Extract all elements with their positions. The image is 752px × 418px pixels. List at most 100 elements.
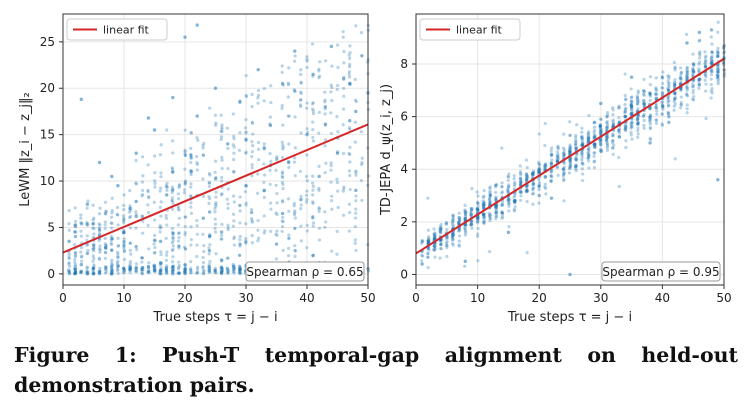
cloud-point [629,99,633,103]
cloud-point [574,165,578,169]
cloud-point [660,100,664,104]
cloud-point [226,268,230,273]
cloud-point [635,115,640,120]
cloud-point [611,118,615,122]
scatter-point [244,183,248,188]
cloud-point [506,178,510,183]
cloud-point [232,264,236,268]
cloud-point [463,209,468,213]
cloud-point [427,240,431,244]
cloud-point [488,213,492,217]
cloud-point [660,86,665,90]
cloud-point [550,168,554,173]
cloud-point [202,269,206,273]
cloud-point [463,226,467,230]
cloud-point [85,243,89,247]
cloud-point [140,268,144,272]
cloud-point [189,266,193,270]
cloud-point [450,236,454,240]
cloud-point [244,222,248,226]
y-axis-label: TD-JEPA d_ψ(z_i, z_j) [379,84,394,216]
cloud-point [457,221,461,225]
cloud-point [709,89,714,93]
cloud-point [673,92,677,96]
cloud-point [348,160,352,164]
cloud-point [348,187,352,192]
cloud-point [611,146,615,150]
cloud-point [232,265,236,270]
scatter-point [97,160,102,165]
cloud-point [530,172,535,177]
cloud-point [244,118,248,122]
cloud-point [469,213,473,217]
cloud-point [79,213,83,217]
cloud-point [171,265,175,269]
cloud-point [208,210,212,214]
cloud-point [348,56,352,60]
cloud-point [648,136,652,140]
cloud-point [432,235,436,239]
cloud-point [630,120,634,124]
cloud-point [457,228,461,232]
cloud-point [482,201,486,205]
cloud-point [226,187,230,191]
cloud-point [655,92,659,96]
cloud-point [262,162,266,166]
cloud-point [329,164,333,168]
legend: linear fit [66,18,168,41]
cloud-point [158,205,162,209]
cloud-point [232,219,236,223]
cloud-point [220,179,224,183]
scatter-point [79,262,84,267]
cloud-point [493,185,498,189]
cloud-point [134,266,138,270]
cloud-point [176,192,180,196]
x-tick-label: 30 [593,291,608,305]
cloud-point [171,233,175,237]
cloud-point [512,174,516,178]
cloud-point [159,143,163,147]
cloud-point [586,156,590,160]
cloud-point [171,247,175,251]
cloud-point [624,97,628,101]
cloud-point [587,113,591,118]
cloud-point [494,209,498,213]
cloud-point [586,159,591,163]
cloud-point [537,183,541,187]
cloud-point [624,97,628,102]
cloud-point [91,259,95,263]
cloud-point [673,95,677,99]
scatter-point [280,211,285,216]
cloud-point [482,194,486,198]
cloud-point [237,270,241,274]
cloud-point [165,185,169,189]
cloud-point [525,165,529,170]
scatter-point [140,214,144,219]
cloud-point [152,264,156,268]
cloud-point [580,152,584,156]
scatter-point [122,230,126,234]
cloud-point [238,270,242,275]
cloud-point [592,160,596,164]
cloud-point [445,227,449,231]
cloud-point [605,125,609,129]
cloud-point [220,237,224,241]
cloud-point [67,222,71,226]
cloud-point [335,87,339,91]
cloud-point [182,191,187,195]
cloud-point [451,238,455,242]
cloud-point [360,156,364,160]
cloud-point [685,111,689,115]
cloud-point [122,207,126,212]
cloud-point [494,195,498,199]
cloud-point [605,127,609,131]
cloud-point [73,219,78,223]
cloud-point [195,219,199,223]
cloud-point [244,150,248,154]
cloud-point [481,199,485,203]
cloud-point [598,124,602,128]
cloud-point [654,103,658,108]
cloud-point [697,69,701,73]
scatter-point [660,91,665,95]
cloud-point [586,156,590,160]
